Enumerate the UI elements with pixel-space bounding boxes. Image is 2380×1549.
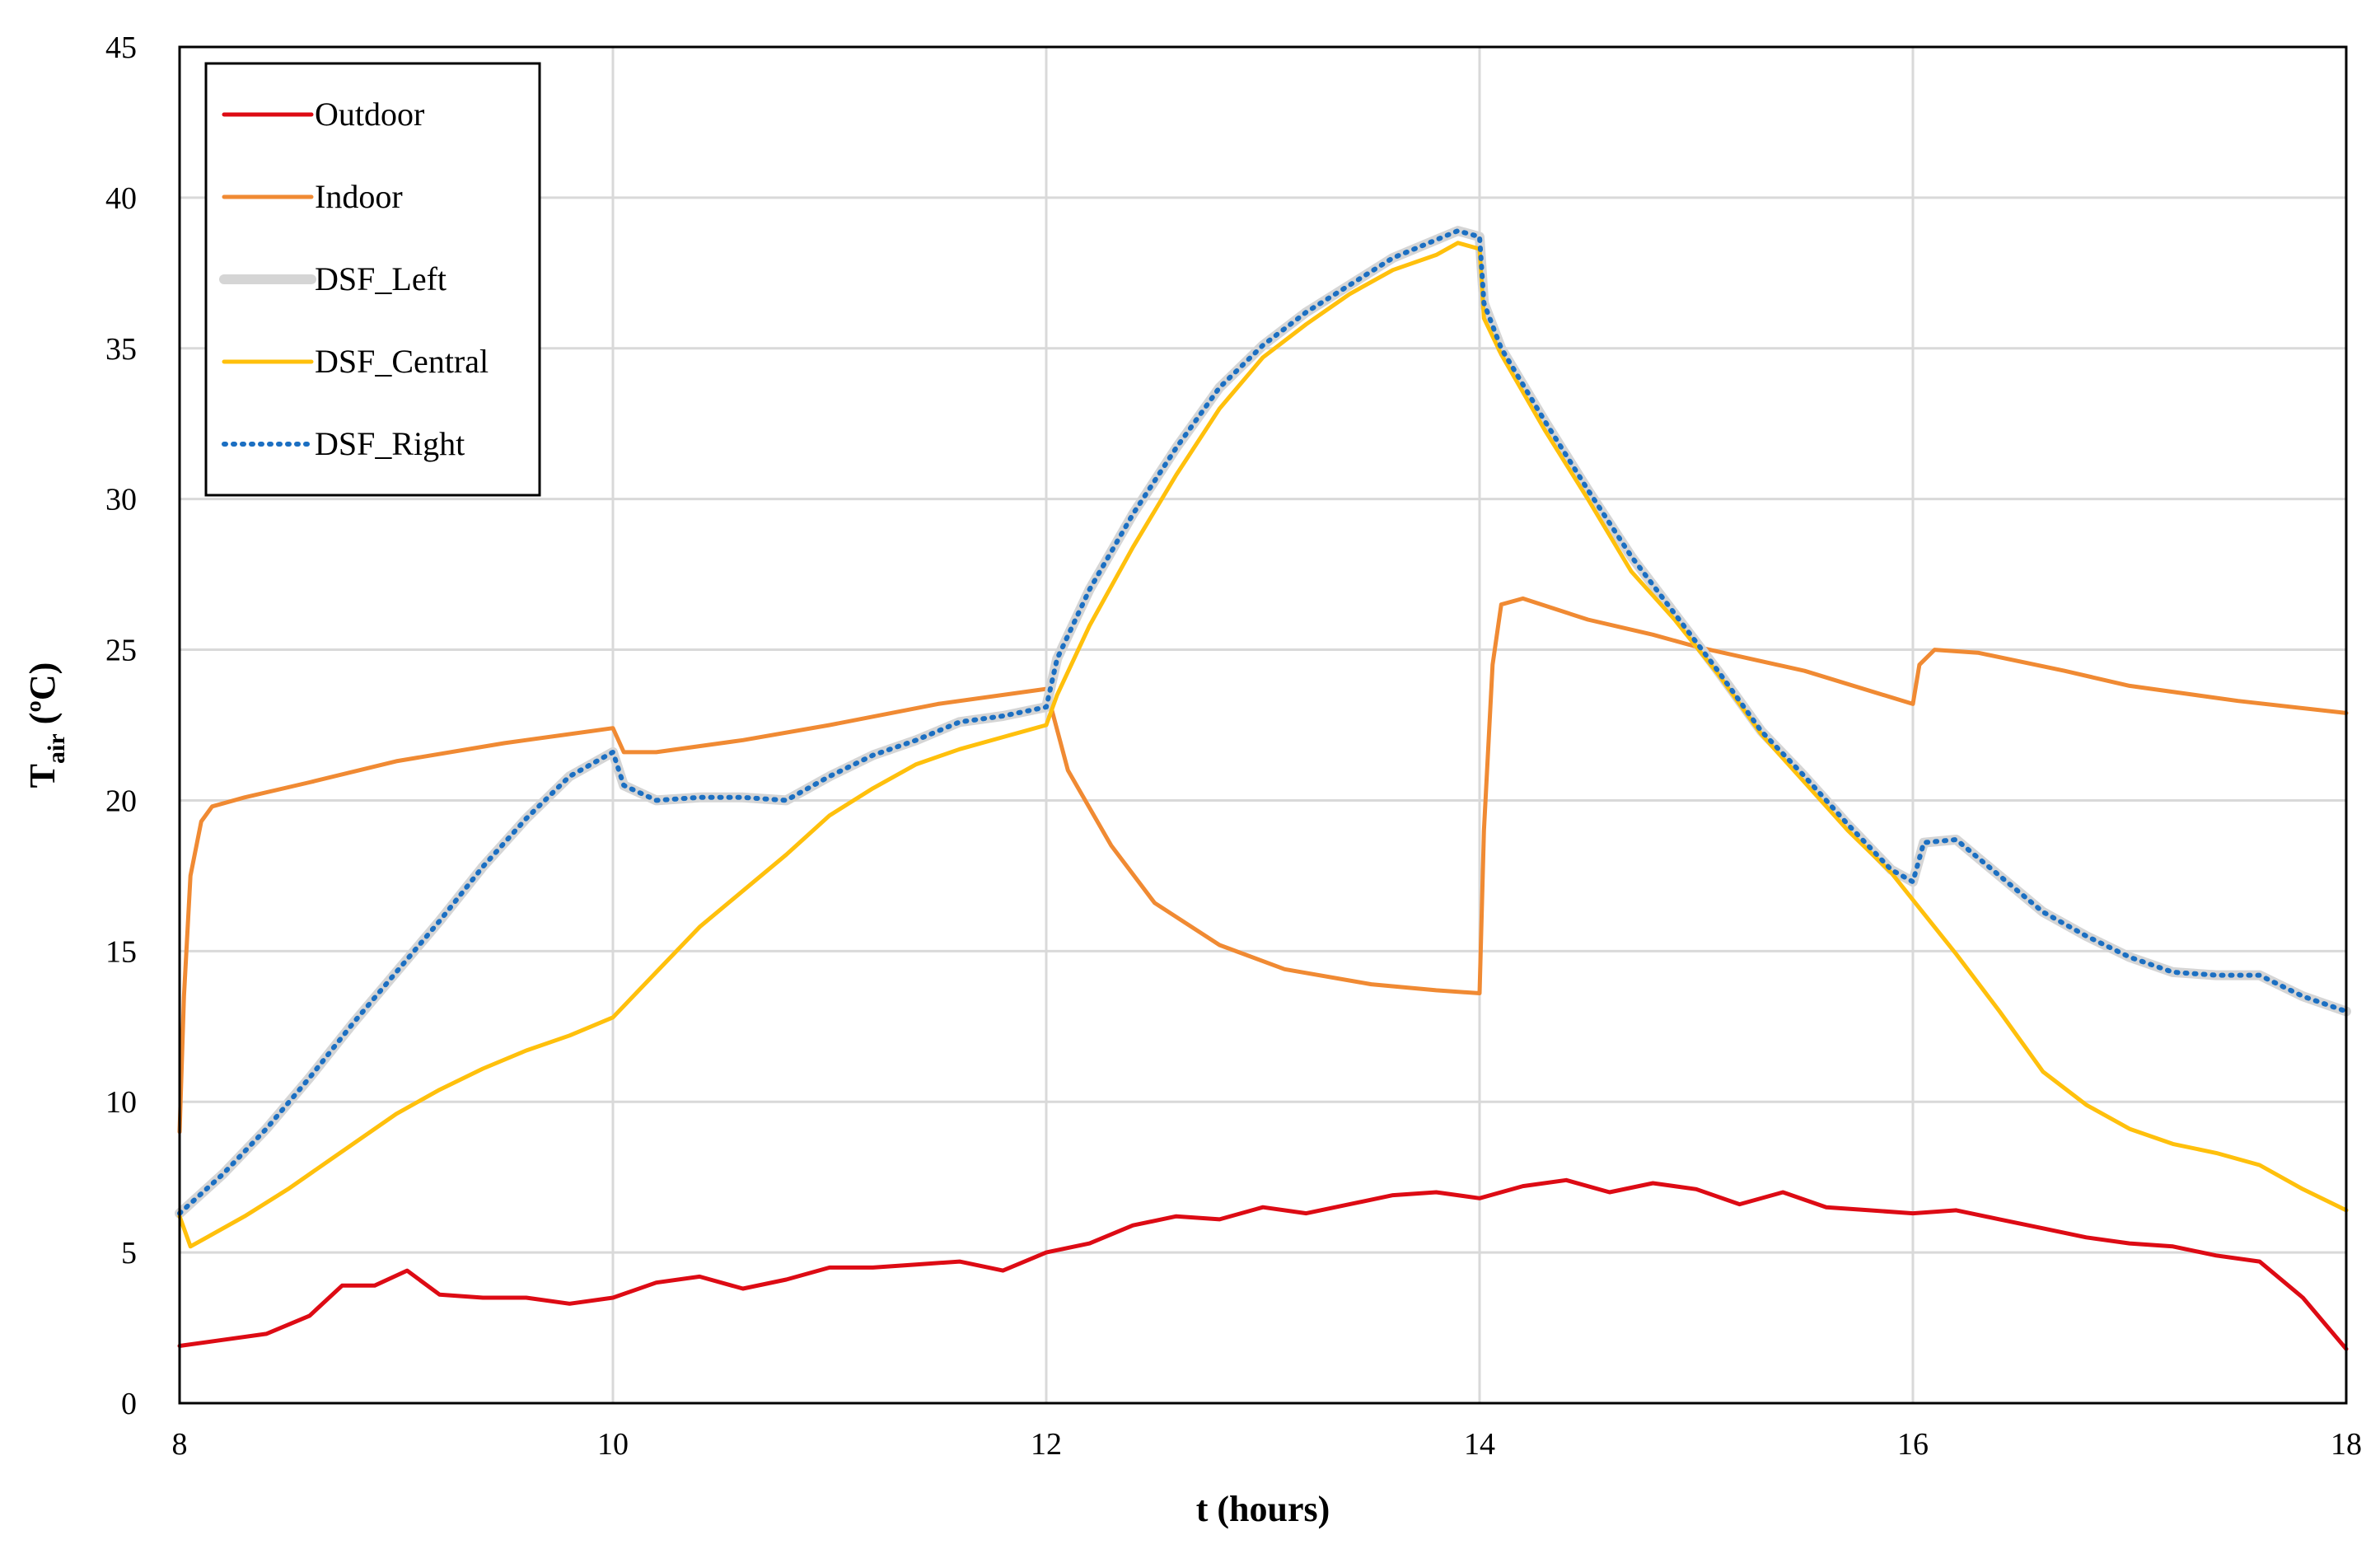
legend-label: DSF_Central bbox=[315, 343, 489, 380]
y-tick-label: 35 bbox=[105, 332, 137, 367]
y-axis-label: Tair (ºC) bbox=[22, 662, 70, 789]
y-tick-labels: 0 5 10 15 20 25 30 35 40 45 bbox=[105, 30, 137, 1421]
y-tick-label: 40 bbox=[105, 181, 137, 216]
legend-label: Outdoor bbox=[315, 96, 424, 133]
x-tick-label: 18 bbox=[2331, 1427, 2362, 1462]
legend-label: DSF_Left bbox=[315, 260, 447, 297]
series-line-indoor bbox=[177, 596, 2349, 1135]
x-tick-label: 12 bbox=[1031, 1427, 1062, 1462]
y-tick-label: 5 bbox=[121, 1236, 137, 1271]
y-tick-label: 30 bbox=[105, 483, 137, 517]
legend-label: Indoor bbox=[315, 178, 403, 215]
series-group bbox=[175, 226, 2351, 1351]
y-tick-label: 25 bbox=[105, 634, 137, 668]
series-line-dsf-central bbox=[177, 241, 2349, 1249]
plot-frame bbox=[178, 45, 2348, 1405]
series-line-dsf-right bbox=[177, 228, 2349, 1216]
y-tick-label: 10 bbox=[105, 1085, 137, 1120]
x-tick-labels: 8 10 12 14 16 18 bbox=[172, 1427, 2363, 1462]
y-axis-label-main: T bbox=[22, 764, 63, 788]
y-tick-label: 45 bbox=[105, 30, 137, 65]
y-tick-label: 20 bbox=[105, 784, 137, 818]
x-axis-label: t (hours) bbox=[1196, 1489, 1330, 1529]
y-tick-label: 15 bbox=[105, 934, 137, 969]
x-tick-label: 14 bbox=[1464, 1427, 1495, 1462]
series-line-outdoor bbox=[177, 1177, 2349, 1351]
x-tick-label: 16 bbox=[1897, 1427, 1929, 1462]
legend: Outdoor Indoor DSF_Left DSF_Central DSF_Righ… bbox=[204, 62, 541, 497]
y-axis-label-subscript: air bbox=[43, 733, 70, 764]
y-axis-label-unit: (ºC) bbox=[22, 662, 63, 734]
legend-label: DSF_Right bbox=[315, 425, 465, 462]
x-tick-label: 10 bbox=[597, 1427, 629, 1462]
y-tick-label: 0 bbox=[121, 1387, 137, 1421]
x-tick-label: 8 bbox=[172, 1427, 188, 1462]
